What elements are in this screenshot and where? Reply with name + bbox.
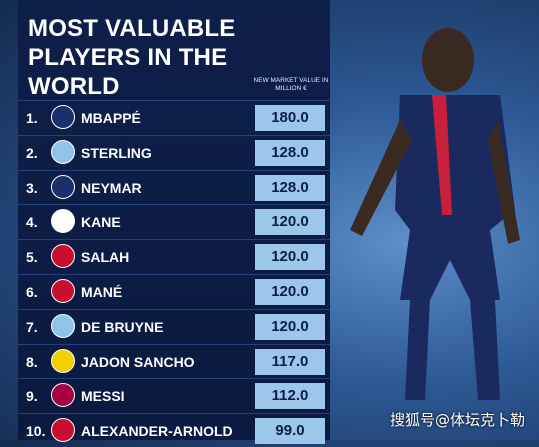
- player-name: KANE: [81, 214, 121, 231]
- player-name: STERLING: [81, 144, 152, 161]
- market-value: 120.0: [255, 279, 325, 305]
- player-head: [422, 28, 474, 92]
- table-row: 5. SALAH 120.0: [18, 239, 330, 273]
- rank: 7.: [26, 318, 38, 335]
- player-legs: [405, 300, 500, 400]
- club-crest: [51, 348, 75, 373]
- player-name: MANÉ: [81, 284, 123, 300]
- market-value: 120.0: [255, 313, 325, 340]
- market-value: 112.0: [255, 383, 325, 410]
- player-arm: [350, 120, 412, 236]
- player-name: ALEXANDER-ARNOLD: [81, 423, 233, 440]
- player-arm: [488, 120, 520, 244]
- player-shorts: [400, 230, 500, 300]
- market-value: 120.0: [255, 209, 325, 236]
- club-crest: [51, 209, 75, 234]
- market-value: 99.0: [255, 418, 325, 445]
- club-crest: [51, 313, 75, 338]
- player-name: JADON SANCHO: [81, 353, 195, 370]
- title: MOST VALUABLE PLAYERS IN THE WORLD: [28, 15, 236, 100]
- player-name: SALAH: [81, 249, 130, 266]
- market-value: 128.0: [255, 174, 325, 201]
- table-row: 7. DE BRUYNE 120.0: [18, 308, 330, 343]
- table-row: 8. JADON SANCHO 117.0: [18, 343, 330, 378]
- table-row: 4. KANE 120.0: [18, 204, 330, 238]
- table-row: 3. NEYMAR 128.0: [18, 169, 330, 204]
- rank: 4.: [26, 214, 38, 231]
- rank: 9.: [26, 388, 38, 405]
- table-row: 10. ALEXANDER-ARNOLD 99.0: [18, 413, 330, 447]
- club-crest: [51, 105, 75, 129]
- player-name: MESSI: [81, 388, 125, 405]
- club-crest: [51, 279, 75, 303]
- table-row: 2. STERLING 128.0: [18, 134, 330, 169]
- watermark: 搜狐号@体坛克卜勒: [389, 411, 525, 429]
- market-value: 117.0: [255, 348, 325, 375]
- player-name: NEYMAR: [81, 179, 142, 196]
- club-crest: [51, 383, 75, 408]
- rank: 8.: [26, 353, 38, 370]
- market-value: 180.0: [255, 105, 325, 131]
- club-crest: [51, 244, 75, 269]
- club-crest: [51, 418, 75, 443]
- rank: 3.: [26, 179, 38, 196]
- table-row: 9. MESSI 112.0: [18, 378, 330, 412]
- table-row: 6. MANÉ 120.0: [18, 274, 330, 308]
- player-name: MBAPPÉ: [81, 110, 141, 126]
- player-shirt: [395, 95, 515, 230]
- player-name: DE BRUYNE: [81, 318, 164, 335]
- market-value: 128.0: [255, 139, 325, 166]
- rank: 1.: [26, 110, 38, 126]
- club-crest: [51, 174, 75, 199]
- rank: 10.: [26, 423, 46, 440]
- market-value: 120.0: [255, 244, 325, 271]
- club-crest: [51, 139, 75, 164]
- player-stripe: [432, 95, 452, 215]
- table-row: 1. MBAPPÉ 180.0: [18, 100, 330, 134]
- rank: 5.: [26, 249, 38, 266]
- rank: 2.: [26, 144, 38, 161]
- rank: 6.: [26, 284, 38, 300]
- value-header: NEW MARKET VALUE IN MILLION €: [253, 77, 329, 92]
